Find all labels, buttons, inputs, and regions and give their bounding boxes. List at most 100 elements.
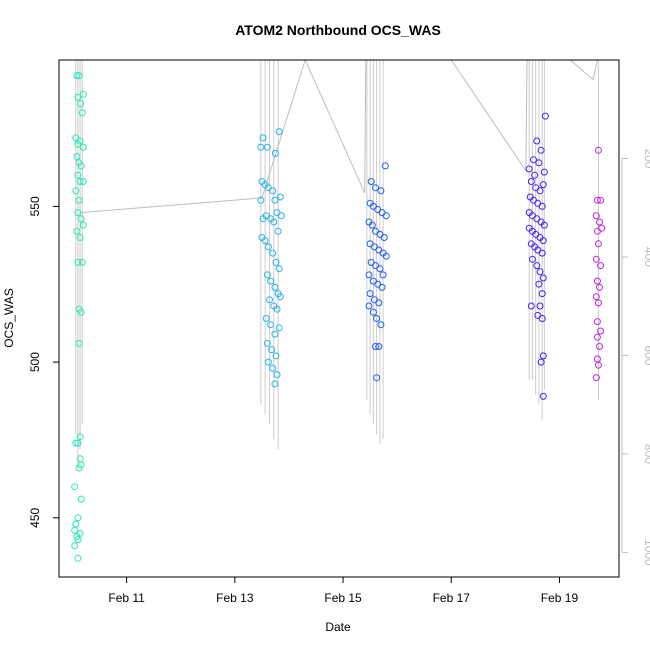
data-point xyxy=(593,355,601,363)
data-point xyxy=(596,283,603,291)
depth-profiles xyxy=(75,60,599,469)
data-point xyxy=(74,439,82,447)
data-point xyxy=(367,178,375,185)
data-point xyxy=(271,380,279,388)
data-point xyxy=(77,495,85,503)
data-point xyxy=(592,212,600,220)
data-point xyxy=(263,271,271,279)
data-point xyxy=(531,171,539,179)
series-0 xyxy=(71,72,87,562)
data-point xyxy=(79,221,87,229)
data-point xyxy=(373,374,381,382)
x-tick-label: Feb 13 xyxy=(216,591,254,605)
data-point xyxy=(74,536,82,544)
data-point xyxy=(377,321,385,329)
data-point xyxy=(594,299,602,307)
data-point xyxy=(267,321,275,329)
data-point xyxy=(538,249,546,257)
data-point xyxy=(537,146,545,154)
data-point xyxy=(536,268,544,276)
data-point xyxy=(382,212,390,220)
data-point xyxy=(264,243,272,251)
right-axis: 200 400 600 800 1000 xyxy=(621,148,650,566)
data-point xyxy=(74,209,82,217)
data-point xyxy=(73,533,81,540)
data-point xyxy=(594,361,602,369)
x-tick-label: Feb 11 xyxy=(108,591,145,605)
data-point xyxy=(271,149,279,157)
series-1 xyxy=(257,128,285,388)
x-axis-label: Date xyxy=(325,620,351,634)
data-point xyxy=(77,100,85,108)
ship-track xyxy=(81,58,598,214)
x-tick-label: Feb 17 xyxy=(433,591,471,605)
data-point xyxy=(276,193,284,201)
data-point xyxy=(594,146,602,154)
data-point xyxy=(73,153,81,160)
y-axis: 450 500 550 xyxy=(28,196,59,528)
data-point xyxy=(527,178,535,185)
data-point xyxy=(276,293,284,301)
data-point xyxy=(71,526,79,534)
y-tick-label: 550 xyxy=(28,196,42,216)
data-point xyxy=(597,327,605,335)
data-point xyxy=(264,358,272,366)
data-point xyxy=(77,162,85,170)
right-tick-label: 400 xyxy=(642,247,650,267)
data-point xyxy=(592,374,600,382)
data-point xyxy=(72,439,80,447)
data-point xyxy=(269,187,277,195)
data-point xyxy=(263,143,271,151)
x-tick-label: Feb 19 xyxy=(541,591,579,605)
data-point xyxy=(376,265,384,273)
data-point xyxy=(74,93,82,101)
data-point xyxy=(539,392,547,400)
data-point xyxy=(271,196,279,204)
data-point xyxy=(272,352,280,360)
data-point xyxy=(379,271,387,279)
data-point xyxy=(541,112,549,120)
data-point xyxy=(540,221,548,229)
data-point xyxy=(75,464,83,472)
data-point xyxy=(79,178,87,185)
plot-frame xyxy=(58,59,620,578)
data-point xyxy=(71,483,79,491)
data-point xyxy=(72,520,80,528)
data-point xyxy=(598,224,606,232)
data-point xyxy=(540,168,548,176)
data-point xyxy=(73,72,81,80)
data-point xyxy=(375,343,383,350)
series-3 xyxy=(525,112,549,400)
data-point xyxy=(75,72,83,80)
data-point xyxy=(373,315,381,322)
data-point xyxy=(275,128,283,136)
data-point xyxy=(71,542,79,550)
data-point xyxy=(593,227,601,235)
data-point xyxy=(533,262,541,270)
data-point xyxy=(377,187,385,195)
data-point xyxy=(366,290,374,298)
data-point xyxy=(275,324,283,332)
y-axis-label: OCS_WAS xyxy=(2,288,16,348)
data-point xyxy=(593,196,601,204)
data-point xyxy=(368,221,376,229)
data-point xyxy=(75,196,83,204)
data-point xyxy=(73,227,81,235)
data-point xyxy=(535,280,543,288)
data-point xyxy=(268,346,276,354)
data-point xyxy=(259,134,267,142)
data-points xyxy=(71,72,606,562)
data-point xyxy=(593,333,601,341)
y-tick-label: 450 xyxy=(28,507,42,527)
data-point xyxy=(78,258,86,266)
data-point xyxy=(538,315,546,322)
data-point xyxy=(79,90,87,98)
data-point xyxy=(277,212,285,220)
data-point xyxy=(365,302,373,310)
data-point xyxy=(594,240,602,248)
data-point xyxy=(74,514,82,522)
x-axis: Feb 11 Feb 13 Feb 15 Feb 17 Feb 19 xyxy=(108,577,578,605)
data-point xyxy=(592,255,600,263)
data-point xyxy=(378,283,386,291)
